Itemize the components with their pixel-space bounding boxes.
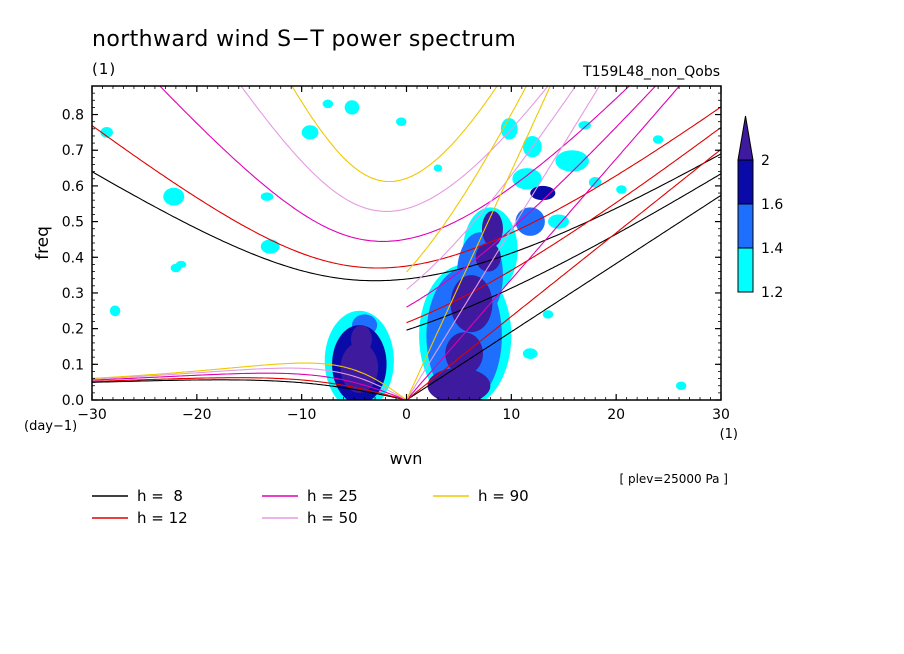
experiment-label: T159L48_non_Qobs	[582, 64, 720, 80]
power-region-13	[260, 239, 280, 254]
power-region-23	[578, 120, 592, 130]
curve-kelvin-4	[405, 86, 551, 400]
power-region-10	[301, 125, 319, 140]
y-tick-label-1: 0.1	[62, 357, 84, 373]
curve-rossby-4	[92, 362, 407, 400]
x-tick-label-1: −20	[182, 407, 212, 423]
power-region-16	[175, 260, 187, 268]
legend-label-1: h = 12	[137, 509, 188, 527]
power-region-4	[555, 150, 589, 172]
dispersion-curves	[92, 86, 721, 400]
legend: h = 8 h = 12 h = 25 h = 50 h = 90	[92, 487, 529, 527]
colorbar-arrow	[737, 115, 754, 161]
plot-frame	[91, 85, 722, 401]
x-tick-label-6: 30	[712, 407, 730, 423]
y-tick-label-6: 0.6	[62, 179, 84, 195]
curve-mrg-1	[406, 126, 721, 324]
power-contours	[100, 99, 687, 400]
power-region-19	[652, 135, 664, 144]
legend-label-4: h = 90	[478, 487, 529, 505]
curve-inertio-gravity-1	[92, 106, 721, 269]
curve-mrg-0	[406, 173, 721, 331]
y-tick-label-4: 0.4	[62, 250, 84, 266]
curve-inertio-gravity-2	[159, 86, 631, 242]
colorbar-label-3: 2	[761, 153, 770, 169]
curve-inertio-gravity-0	[92, 153, 721, 282]
y-axis-units: (day−1)	[24, 419, 77, 434]
power-region-12	[322, 99, 334, 109]
colorbar-segment-1	[737, 203, 754, 249]
power-region-22	[522, 348, 538, 359]
power-region-37	[450, 275, 493, 333]
x-axis-units: (1)	[720, 427, 738, 442]
power-region-34	[340, 342, 379, 393]
legend-label-2: h = 25	[307, 487, 358, 505]
power-region-25	[396, 117, 407, 126]
power-region-11	[344, 100, 360, 115]
power-region-18	[616, 185, 627, 194]
power-region-3	[512, 168, 542, 190]
power-region-26	[433, 164, 443, 172]
curve-rossby-1	[92, 377, 407, 400]
power-region-21	[542, 310, 554, 319]
curve-mrg-2	[406, 86, 657, 308]
curve-kelvin-3	[406, 86, 601, 400]
colorbar-label-1: 1.4	[761, 241, 783, 257]
curve-mrg-3	[406, 86, 577, 290]
y-tick-label-5: 0.5	[62, 215, 84, 231]
power-region-9	[100, 127, 113, 138]
curve-kelvin-1	[406, 148, 721, 400]
x-tick-label-5: 20	[607, 407, 625, 423]
y-tick-label-2: 0.2	[62, 322, 84, 338]
power-region-38	[475, 243, 501, 272]
curve-rossby-3	[92, 367, 407, 400]
units-label: (1)	[92, 60, 116, 78]
curve-kelvin-2	[406, 86, 681, 400]
chart-title: northward wind S−T power spectrum	[92, 27, 516, 52]
x-tick-label-4: 10	[502, 407, 520, 423]
power-region-7	[548, 214, 569, 229]
power-region-15	[109, 305, 121, 317]
x-tick-label-3: 0	[402, 407, 411, 423]
curve-inertio-gravity-4	[291, 86, 498, 183]
colorbar-label-0: 1.2	[761, 285, 783, 301]
colorbar-segment-2	[737, 159, 754, 205]
curve-mrg-4	[406, 86, 528, 273]
y-tick-label-8: 0.8	[62, 108, 84, 124]
power-region-30	[515, 207, 545, 236]
curve-inertio-gravity-3	[240, 86, 549, 212]
x-tick-label-0: −30	[77, 407, 107, 423]
axes: −30 −20 −10 0 10 20 30 0.0 0.1 0.2 0.3 0.4 0.5 0.6 0.7…	[62, 86, 730, 423]
curve-rossby-0	[92, 379, 407, 400]
level-label: [ plev=25000 Pa ]	[619, 472, 728, 486]
curve-rossby-2	[92, 372, 407, 400]
y-tick-label-7: 0.7	[62, 143, 84, 159]
colorbar-segment-0	[737, 247, 754, 293]
y-tick-label-3: 0.3	[62, 286, 84, 302]
y-tick-label-0: 0.0	[62, 393, 84, 409]
curve-kelvin-0	[406, 194, 721, 400]
power-region-6	[500, 118, 518, 140]
x-axis-label: wvn	[390, 449, 423, 468]
y-axis-label: freq	[33, 226, 53, 260]
x-tick-label-2: −10	[287, 407, 317, 423]
legend-label-0: h = 8	[137, 487, 183, 505]
power-region-24	[260, 192, 274, 201]
power-region-20	[675, 381, 687, 391]
power-region-39	[481, 210, 503, 247]
colorbar: 1.2 1.4 1.6 2	[737, 115, 783, 301]
legend-label-3: h = 50	[307, 509, 358, 527]
power-region-8	[163, 187, 185, 206]
colorbar-label-2: 1.6	[761, 197, 783, 213]
